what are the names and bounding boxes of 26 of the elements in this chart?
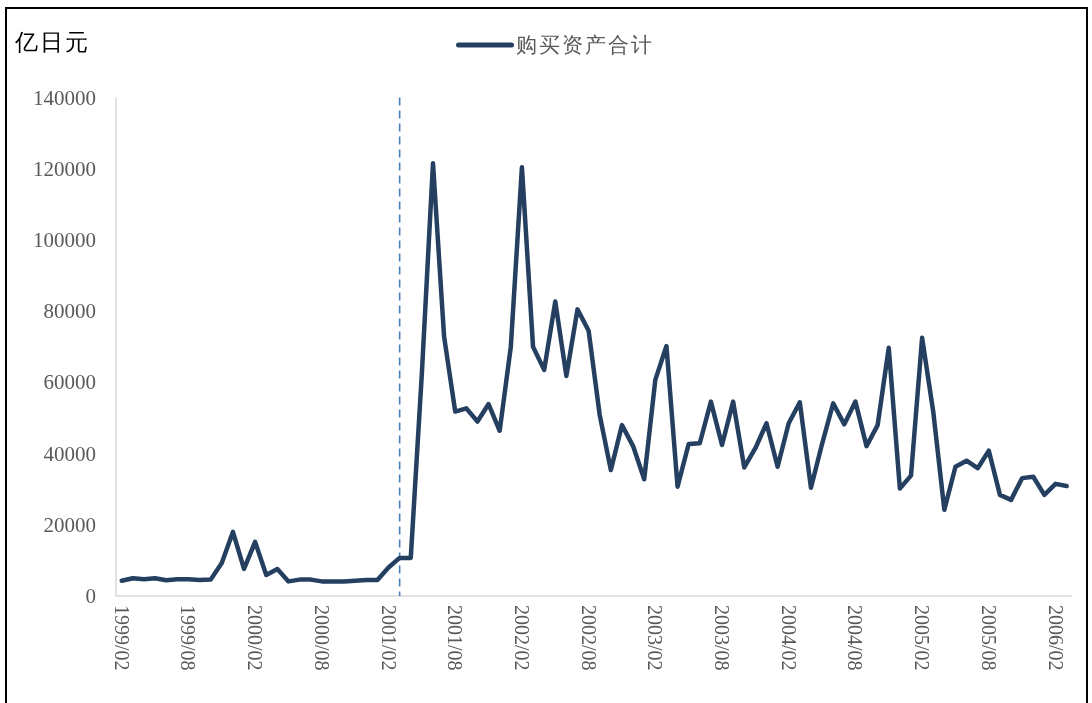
x-tick-label: 2005/02 <box>911 605 934 671</box>
y-axis-title: 亿日元 <box>14 29 90 55</box>
legend-label: 购买资产合计 <box>515 33 654 57</box>
x-tick-label: 2003/02 <box>644 605 667 671</box>
line-series <box>119 161 1069 584</box>
x-tick-label: 2003/08 <box>711 605 734 671</box>
y-tick-label: 40000 <box>43 441 96 466</box>
y-tick-label: 100000 <box>33 227 96 252</box>
x-tick-label: 2005/08 <box>977 605 1000 671</box>
x-tick-label: 2000/08 <box>310 605 333 671</box>
x-tick-label: 2006/02 <box>1044 605 1067 671</box>
x-tick-label: 2002/08 <box>577 605 600 671</box>
y-tick-label: 60000 <box>43 370 96 395</box>
x-tick-label: 1999/08 <box>177 605 200 671</box>
y-tick-label: 0 <box>85 584 96 608</box>
y-tick-label: 20000 <box>43 512 96 537</box>
x-tick-label: 2004/08 <box>844 605 867 671</box>
y-tick-label: 80000 <box>43 299 96 324</box>
x-tick-label: 1999/02 <box>110 605 133 671</box>
x-tick-label: 2004/02 <box>777 605 800 671</box>
x-tick-label: 2001/08 <box>444 605 467 671</box>
x-tick-label: 2002/02 <box>510 605 533 671</box>
y-tick-label: 120000 <box>33 156 96 181</box>
x-tick-label: 2000/02 <box>244 605 267 671</box>
x-tick-label: 2001/02 <box>377 605 400 671</box>
y-tick-label: 140000 <box>33 85 96 110</box>
